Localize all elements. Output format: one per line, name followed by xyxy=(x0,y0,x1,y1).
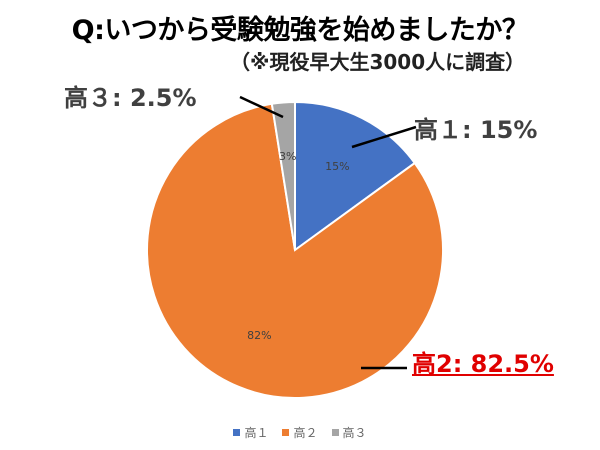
legend-label: 高３ xyxy=(342,426,367,440)
pie-slice-1 xyxy=(146,102,444,399)
chart-legend: 高１ 高２ 高３ xyxy=(0,424,600,441)
callout-grade1: 高１: 15% xyxy=(414,116,538,144)
legend-swatch xyxy=(331,429,339,436)
legend-swatch xyxy=(282,429,290,436)
legend-item: 高１ xyxy=(233,424,268,441)
legend-item: 高３ xyxy=(331,424,367,441)
data-label-2: 3% xyxy=(279,150,296,163)
callout-grade3: 高３: 2.5% xyxy=(64,84,197,112)
callout-line-0 xyxy=(351,125,417,149)
pie-slice-0 xyxy=(294,100,417,252)
pie-slice-2 xyxy=(270,100,296,251)
chart-title: Q:いつから受験勉強を始めましたか？ xyxy=(71,15,529,46)
legend-label: 高２ xyxy=(293,426,318,440)
legend-swatch xyxy=(233,429,241,436)
chart-subtitle: （※現役早大生3000人に調査） xyxy=(230,50,526,74)
legend-item: 高２ xyxy=(282,424,318,441)
legend-label: 高１ xyxy=(244,426,269,440)
callout-grade2: 高2: 82.5% xyxy=(412,350,554,378)
data-label-1: 82% xyxy=(247,329,271,342)
data-label-0: 15% xyxy=(325,160,349,173)
callout-line-2 xyxy=(239,95,284,119)
